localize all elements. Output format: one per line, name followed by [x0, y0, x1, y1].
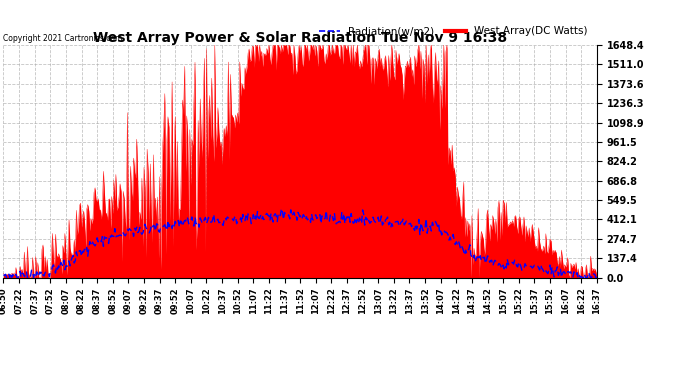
Legend: Radiation(w/m2), West Array(DC Watts): Radiation(w/m2), West Array(DC Watts): [315, 22, 591, 40]
Title: West Array Power & Solar Radiation Tue Nov 9 16:38: West Array Power & Solar Radiation Tue N…: [93, 31, 507, 45]
Text: Copyright 2021 Cartronics.com: Copyright 2021 Cartronics.com: [3, 34, 123, 43]
